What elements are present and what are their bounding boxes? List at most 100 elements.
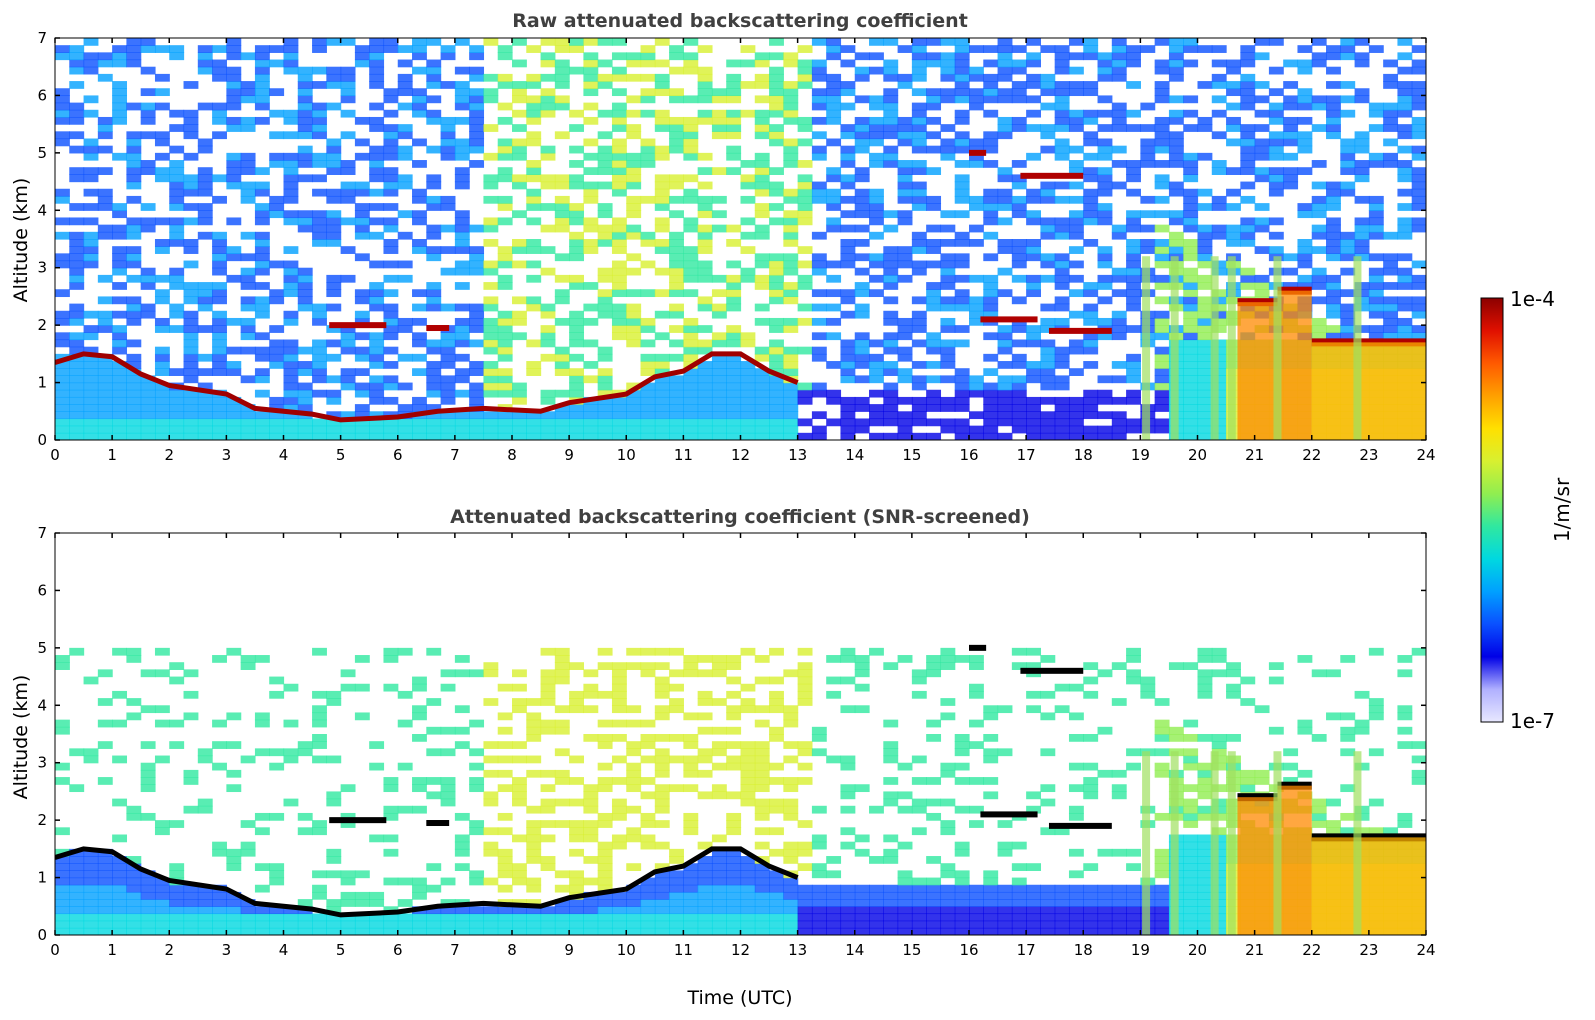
- x-tick-label: 22: [1302, 941, 1321, 959]
- precip-shaft: [1353, 256, 1362, 440]
- precip-region: [1277, 785, 1312, 935]
- y-tick-label: 0: [37, 926, 47, 944]
- y-tick-label: 4: [37, 201, 47, 219]
- top-y-axis-label: Altitude (km): [10, 178, 32, 303]
- x-tick-label: 20: [1188, 446, 1207, 464]
- x-tick-label: 14: [845, 941, 864, 959]
- x-tick-label: 9: [564, 941, 574, 959]
- x-tick-label: 16: [959, 446, 978, 464]
- x-tick-label: 18: [1074, 941, 1093, 959]
- precip-region: [1277, 290, 1312, 440]
- y-tick-label: 2: [37, 316, 47, 334]
- colorbar-min-label: 1e-7: [1510, 709, 1555, 733]
- x-tick-label: 4: [279, 446, 289, 464]
- x-tick-label: 17: [1017, 446, 1036, 464]
- y-tick-label: 5: [37, 639, 47, 657]
- x-tick-label: 5: [336, 446, 346, 464]
- precip-shaft: [1142, 751, 1151, 935]
- top-plot-area: 0 1 2 3 4 5 6 7 8 9 10 11 12 13 14 15 16 17 18 19 20 21 22 23 24…: [37, 29, 1435, 464]
- y-tick-label: 2: [37, 811, 47, 829]
- cloud-layer: [980, 316, 1038, 323]
- x-tick-label: 8: [507, 941, 517, 959]
- cloud-layer: [969, 149, 987, 156]
- backscatter-field: [55, 38, 1426, 440]
- cloud-layer: [426, 820, 450, 827]
- x-tick-label: 23: [1359, 446, 1378, 464]
- x-tick-label: 13: [788, 446, 807, 464]
- x-tick-label: 13: [788, 941, 807, 959]
- y-tick-label: 7: [37, 524, 47, 542]
- cloud-layer: [980, 811, 1038, 818]
- precip-shaft: [1227, 256, 1236, 440]
- colorbar-max-label: 1e-4: [1510, 287, 1555, 311]
- y-tick-label: 6: [37, 86, 47, 104]
- x-tick-label: 5: [336, 941, 346, 959]
- x-tick-label: 21: [1245, 941, 1264, 959]
- precip-region: [1311, 342, 1426, 440]
- x-tick-label: 9: [564, 446, 574, 464]
- top-panel: Raw attenuated backscattering coefficien…: [10, 10, 1436, 464]
- x-tick-label: 24: [1416, 446, 1435, 464]
- x-tick-label: 16: [959, 941, 978, 959]
- x-tick-label: 10: [617, 446, 636, 464]
- x-tick-label: 0: [50, 446, 60, 464]
- cloud-layer: [1020, 172, 1084, 179]
- precip-shaft: [1170, 751, 1179, 935]
- x-tick-label: 0: [50, 941, 60, 959]
- x-tick-label: 11: [674, 941, 693, 959]
- x-tick-label: 7: [450, 941, 460, 959]
- boundary-layer-top: [55, 351, 799, 423]
- x-tick-label: 19: [1131, 446, 1150, 464]
- precip-region: [1237, 302, 1278, 440]
- cloud-layer: [329, 817, 387, 824]
- x-axis-label: Time (UTC): [686, 987, 792, 1009]
- x-tick-label: 22: [1302, 446, 1321, 464]
- colorbar-gradient: [1480, 297, 1504, 723]
- x-tick-label: 19: [1131, 941, 1150, 959]
- x-tick-label: 8: [507, 446, 517, 464]
- cloud-layer: [1048, 327, 1112, 334]
- x-tick-label: 3: [222, 446, 232, 464]
- y-tick-label: 7: [37, 29, 47, 47]
- cloud-layer: [1020, 667, 1084, 674]
- x-tick-label: 3: [222, 941, 232, 959]
- x-tick-label: 24: [1416, 941, 1435, 959]
- bottom-y-axis-label: Altitude (km): [10, 675, 32, 800]
- x-tick-label: 18: [1074, 446, 1093, 464]
- x-tick-label: 17: [1017, 941, 1036, 959]
- precip-shaft: [1170, 256, 1179, 440]
- y-tick-label: 1: [37, 869, 47, 887]
- precip-shaft: [1227, 751, 1236, 935]
- x-tick-label: 23: [1359, 941, 1378, 959]
- bottom-panel: Attenuated backscattering coefficient (S…: [10, 506, 1436, 1009]
- x-tick-label: 7: [450, 446, 460, 464]
- y-tick-label: 1: [37, 374, 47, 392]
- y-tick-label: 6: [37, 581, 47, 599]
- x-tick-label: 2: [164, 941, 174, 959]
- x-tick-label: 10: [617, 941, 636, 959]
- y-tick-label: 5: [37, 144, 47, 162]
- precip-shaft: [1273, 751, 1282, 935]
- precip-shaft: [1273, 256, 1282, 440]
- precip-shaft: [1210, 256, 1219, 440]
- x-tick-label: 2: [164, 446, 174, 464]
- x-tick-label: 4: [279, 941, 289, 959]
- cloud-layer: [1048, 822, 1112, 829]
- precip-shaft: [1142, 256, 1151, 440]
- cloud-layer: [426, 325, 450, 332]
- x-tick-label: 15: [902, 446, 921, 464]
- x-tick-label: 14: [845, 446, 864, 464]
- bottom-panel-title: Attenuated backscattering coefficient (S…: [450, 506, 1030, 528]
- bottom-plot-area: 0 1 2 3 4 5 6 7 8 9 10 11 12 13 14 15 16 17 18 19 20 21 22 23 24…: [37, 524, 1435, 959]
- precip-shaft: [1210, 751, 1219, 935]
- y-tick-label: 3: [37, 754, 47, 772]
- cloud-layer: [329, 322, 387, 329]
- x-tick-label: 15: [902, 941, 921, 959]
- x-tick-label: 11: [674, 446, 693, 464]
- precip-region: [1311, 837, 1426, 935]
- backscatter-field: [55, 533, 1426, 935]
- boundary-layer-top: [55, 846, 799, 918]
- precip-shaft: [1353, 751, 1362, 935]
- top-panel-title: Raw attenuated backscattering coefficien…: [512, 10, 968, 32]
